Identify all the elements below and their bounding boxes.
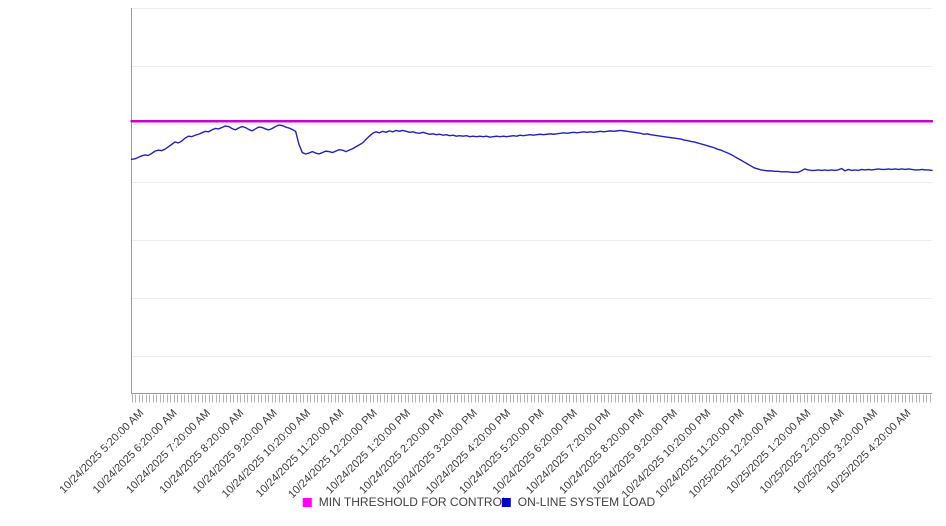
legend-swatch-icon bbox=[501, 498, 511, 507]
series-line-online-system-load bbox=[130, 124, 933, 174]
legend-item[interactable]: ON-LINE SYSTEM LOAD bbox=[501, 495, 656, 509]
legend-label: ON-LINE SYSTEM LOAD bbox=[518, 495, 656, 509]
legend-label: MIN THRESHOLD FOR CONTROL bbox=[319, 495, 509, 509]
chart-legend: MIN THRESHOLD FOR CONTROL ON-LINE SYSTEM … bbox=[302, 495, 656, 509]
legend-swatch-icon bbox=[302, 498, 312, 507]
legend-item[interactable]: MIN THRESHOLD FOR CONTROL bbox=[302, 495, 509, 509]
x-axis-tick-marks bbox=[132, 394, 931, 403]
gridlines bbox=[131, 8, 932, 357]
